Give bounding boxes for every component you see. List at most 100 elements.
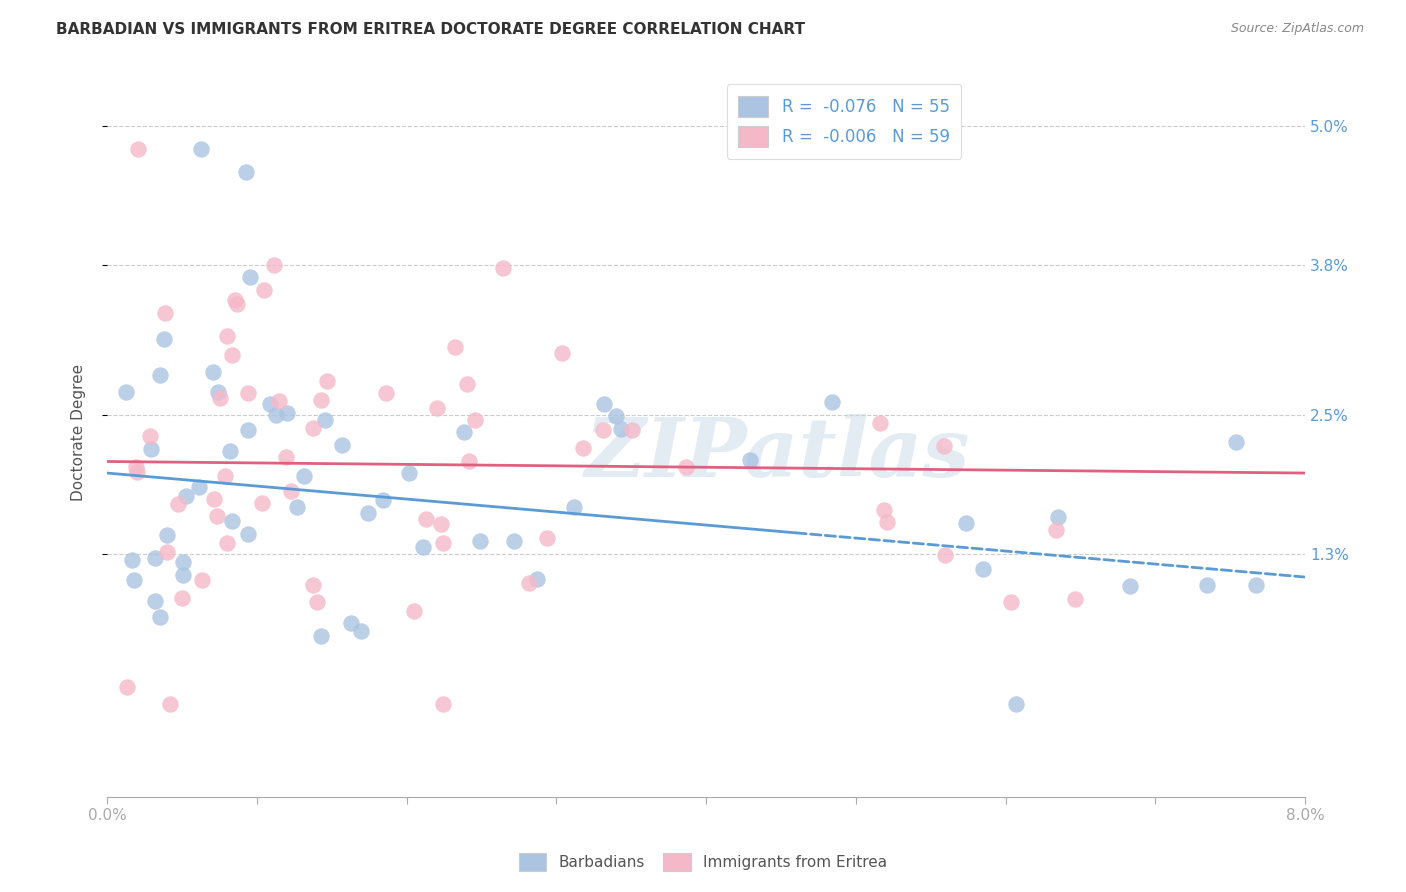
Point xyxy=(235,165,257,179)
Point xyxy=(955,516,977,530)
Point xyxy=(172,555,194,569)
Point xyxy=(224,293,246,307)
Point xyxy=(458,453,481,467)
Point xyxy=(127,143,149,157)
Point xyxy=(562,500,585,515)
Point xyxy=(517,576,540,591)
Point xyxy=(307,595,329,609)
Point xyxy=(593,397,616,411)
Point xyxy=(398,466,420,480)
Point xyxy=(190,143,212,157)
Point xyxy=(174,489,197,503)
Point xyxy=(236,423,259,437)
Point xyxy=(301,421,323,435)
Point xyxy=(143,594,166,608)
Point xyxy=(269,394,291,409)
Point xyxy=(432,536,454,550)
Point xyxy=(340,616,363,631)
Point xyxy=(172,568,194,582)
Point xyxy=(316,374,339,388)
Point xyxy=(432,697,454,711)
Point xyxy=(311,629,333,643)
Y-axis label: Doctorate Degree: Doctorate Degree xyxy=(72,364,86,501)
Point xyxy=(217,329,239,343)
Point xyxy=(536,531,558,545)
Point xyxy=(412,540,434,554)
Point xyxy=(218,444,240,458)
Point xyxy=(330,438,353,452)
Point xyxy=(621,423,644,437)
Point xyxy=(571,441,593,455)
Point xyxy=(456,377,478,392)
Point xyxy=(1244,578,1267,592)
Point xyxy=(502,534,524,549)
Point xyxy=(350,624,373,638)
Point xyxy=(187,480,209,494)
Point xyxy=(309,392,332,407)
Point xyxy=(209,391,232,405)
Point xyxy=(153,306,176,320)
Point xyxy=(1225,435,1247,450)
Point xyxy=(127,465,149,479)
Point xyxy=(143,551,166,566)
Point xyxy=(155,528,177,542)
Point xyxy=(301,578,323,592)
Point xyxy=(274,450,297,464)
Point xyxy=(426,401,449,415)
Point xyxy=(121,553,143,567)
Text: Source: ZipAtlas.com: Source: ZipAtlas.com xyxy=(1230,22,1364,36)
Point xyxy=(1000,595,1022,609)
Point xyxy=(215,536,238,550)
Point xyxy=(592,423,614,437)
Point xyxy=(972,562,994,576)
Point xyxy=(149,368,172,383)
Point xyxy=(740,453,762,467)
Legend: R =  -0.076   N = 55, R =  -0.006   N = 59: R = -0.076 N = 55, R = -0.006 N = 59 xyxy=(727,84,962,159)
Point xyxy=(221,514,243,528)
Point xyxy=(141,442,163,456)
Point xyxy=(221,348,243,362)
Point xyxy=(1005,697,1028,711)
Point xyxy=(115,384,138,399)
Point xyxy=(202,492,225,507)
Text: BARBADIAN VS IMMIGRANTS FROM ERITREA DOCTORATE DEGREE CORRELATION CHART: BARBADIAN VS IMMIGRANTS FROM ERITREA DOC… xyxy=(56,22,806,37)
Point xyxy=(239,269,262,284)
Point xyxy=(357,506,380,520)
Point xyxy=(873,502,896,516)
Point xyxy=(236,386,259,401)
Point xyxy=(526,572,548,586)
Point xyxy=(122,573,145,587)
Point xyxy=(492,261,515,276)
Point xyxy=(125,459,148,474)
Point xyxy=(869,417,891,431)
Point xyxy=(314,413,336,427)
Point xyxy=(236,526,259,541)
Point xyxy=(1064,592,1087,607)
Point xyxy=(264,408,287,422)
Point xyxy=(1046,510,1069,524)
Point xyxy=(172,591,194,605)
Point xyxy=(285,500,308,514)
Point xyxy=(415,512,437,526)
Point xyxy=(1045,523,1067,537)
Point xyxy=(153,332,176,346)
Point xyxy=(675,459,697,474)
Point xyxy=(139,428,162,442)
Point xyxy=(934,549,956,563)
Point xyxy=(1119,579,1142,593)
Point xyxy=(259,396,281,410)
Point xyxy=(404,604,426,618)
Point xyxy=(156,544,179,558)
Point xyxy=(205,509,228,524)
Point xyxy=(280,483,302,498)
Point xyxy=(292,468,315,483)
Point xyxy=(1197,578,1219,592)
Point xyxy=(371,492,394,507)
Point xyxy=(159,697,181,711)
Point xyxy=(214,468,236,483)
Point xyxy=(430,516,453,531)
Legend: Barbadians, Immigrants from Eritrea: Barbadians, Immigrants from Eritrea xyxy=(513,847,893,877)
Point xyxy=(610,422,633,436)
Point xyxy=(551,345,574,359)
Point xyxy=(464,413,486,427)
